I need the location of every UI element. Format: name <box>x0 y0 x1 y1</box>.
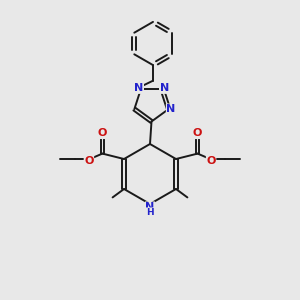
Text: O: O <box>98 128 107 139</box>
Text: N: N <box>134 83 143 93</box>
Text: O: O <box>84 156 94 166</box>
Text: N: N <box>146 202 154 212</box>
Text: H: H <box>146 208 154 217</box>
Text: O: O <box>193 128 202 139</box>
Text: N: N <box>167 104 176 114</box>
Text: O: O <box>206 156 216 166</box>
Text: N: N <box>160 83 169 93</box>
